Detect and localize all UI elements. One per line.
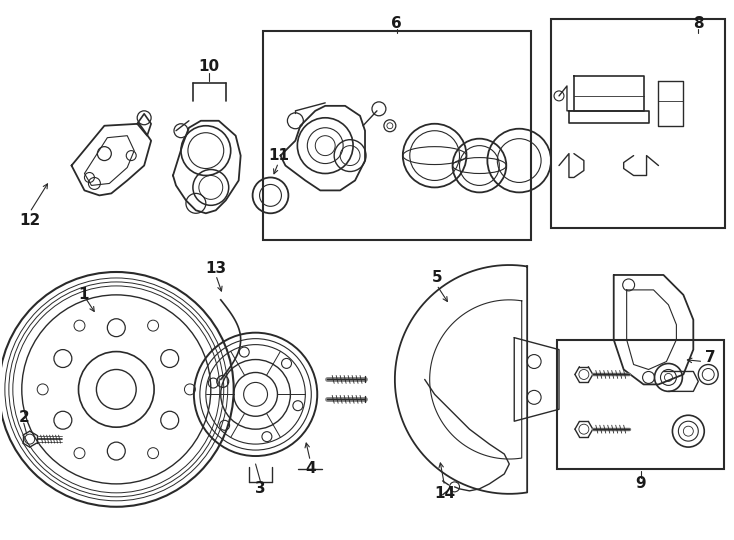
- Text: 3: 3: [255, 481, 266, 496]
- Text: 6: 6: [391, 16, 402, 31]
- Text: 1: 1: [79, 287, 89, 302]
- Bar: [557, 340, 724, 469]
- Text: 4: 4: [305, 462, 316, 476]
- Text: 9: 9: [635, 476, 646, 491]
- Text: 13: 13: [206, 260, 226, 275]
- Text: 5: 5: [432, 271, 442, 286]
- Bar: [263, 31, 531, 240]
- Text: 10: 10: [198, 58, 219, 73]
- Text: 8: 8: [693, 16, 704, 31]
- Text: 2: 2: [18, 410, 29, 425]
- Bar: [551, 19, 725, 228]
- Text: 7: 7: [705, 350, 716, 365]
- Text: 14: 14: [434, 487, 455, 501]
- Text: 12: 12: [19, 213, 40, 228]
- Text: 11: 11: [268, 148, 289, 163]
